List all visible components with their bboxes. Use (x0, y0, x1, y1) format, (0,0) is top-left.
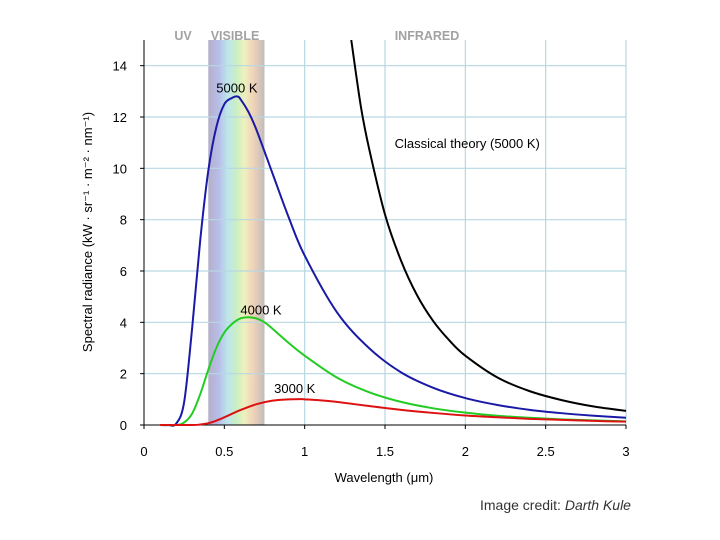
y-tick-label: 10 (113, 161, 127, 176)
series-line-5000-k (160, 95, 627, 427)
x-tick-label: 3 (622, 444, 629, 459)
x-axis-label: Wavelength (μm) (335, 470, 434, 485)
annotation-5000-k: 5000 K (216, 81, 258, 96)
y-tick-label: 0 (120, 418, 127, 433)
annotation-classical-theory-5000-k: Classical theory (5000 K) (395, 136, 540, 151)
region-label-infrared: INFRARED (395, 29, 460, 43)
series-line-3000-k (160, 398, 627, 427)
x-tick-label: 1 (301, 444, 308, 459)
grid-lines (144, 40, 627, 425)
x-tick-label: 1.5 (376, 444, 394, 459)
region-label-visible: VISIBLE (211, 29, 260, 43)
credit-prefix: Image credit: (480, 497, 565, 513)
series-line-classical-theory-5000-k (350, 39, 627, 412)
y-tick-label: 8 (120, 213, 127, 228)
image-credit: Image credit: Darth Kule (480, 497, 631, 513)
y-tick-label: 2 (120, 367, 127, 382)
series-annotations: 5000 K 4000 K 3000 K Classical theory (5000… (216, 81, 540, 396)
x-tick-label: 2.5 (537, 444, 555, 459)
visible-spectrum-band (208, 40, 265, 425)
y-tick-label: 12 (113, 110, 127, 125)
series-lines (160, 39, 627, 427)
x-tick-label: 0.5 (215, 444, 233, 459)
x-tick-label: 2 (462, 444, 469, 459)
region-label-uv: UV (174, 29, 192, 43)
y-tick-label: 4 (120, 315, 127, 330)
y-tick-label: 6 (120, 264, 127, 279)
credit-author: Darth Kule (564, 497, 631, 513)
region-labels: UV VISIBLE INFRARED (174, 29, 459, 43)
y-axis-label: Spectral radiance (kW · sr⁻¹ · m⁻² · nm⁻… (80, 112, 95, 352)
tick-labels: 0 0.5 1 1.5 2 2.5 3 0 2 4 6 8 10 12 14 (113, 59, 630, 459)
annotation-4000-k: 4000 K (240, 303, 282, 318)
annotation-3000-k: 3000 K (274, 381, 316, 396)
y-tick-label: 14 (113, 59, 127, 74)
x-tick-label: 0 (140, 444, 147, 459)
series-line-4000-k (160, 316, 627, 427)
